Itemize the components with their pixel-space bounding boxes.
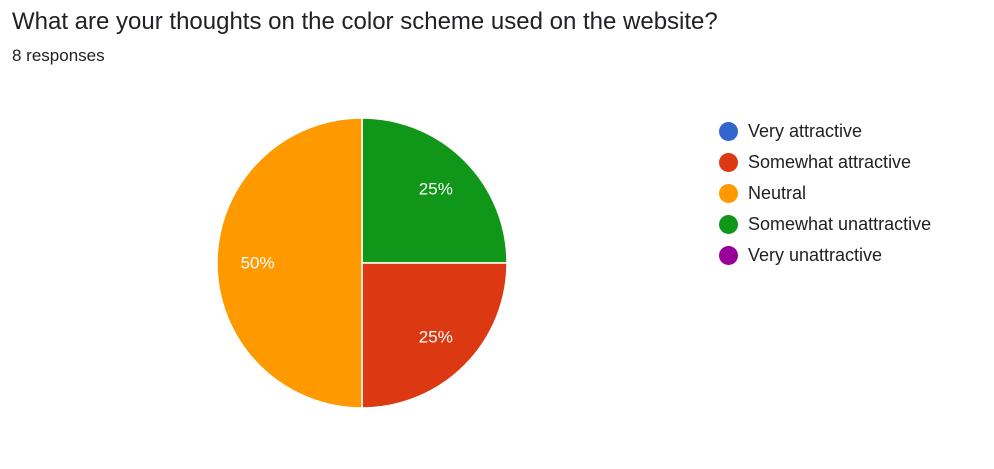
pie-slice-neutral[interactable] xyxy=(216,117,363,409)
legend-item-very-attractive[interactable]: Very attractive xyxy=(719,116,931,147)
legend-label: Very unattractive xyxy=(748,245,883,265)
pie-labels: 25% 25% 50% xyxy=(241,180,453,347)
legend-item-neutral[interactable]: Neutral xyxy=(719,178,931,209)
legend-swatch xyxy=(719,184,738,203)
legend-label: Very attractive xyxy=(748,121,863,141)
legend-label: Somewhat unattractive xyxy=(748,214,932,234)
legend-swatch xyxy=(719,215,738,234)
legend-label: Neutral xyxy=(748,183,807,203)
question-title: What are your thoughts on the color sche… xyxy=(12,8,718,35)
pie-slice-somewhat-unattractive[interactable] xyxy=(361,117,508,264)
legend-item-somewhat-attractive[interactable]: Somewhat attractive xyxy=(719,147,931,178)
slice-label-somewhat-attractive: 25% xyxy=(419,327,453,346)
chart-legend: Very attractive Somewhat attractive Neutra… xyxy=(719,116,931,271)
legend-label: Somewhat attractive xyxy=(748,152,912,172)
pie-slices xyxy=(216,117,508,409)
response-count: 8 responses xyxy=(12,46,105,65)
slice-label-neutral: 50% xyxy=(241,254,275,273)
legend-item-somewhat-unattractive[interactable]: Somewhat unattractive xyxy=(719,209,931,240)
slice-label-somewhat-unattractive: 25% xyxy=(419,180,453,199)
legend-swatch xyxy=(719,153,738,172)
legend-swatch xyxy=(719,246,738,265)
legend-swatch xyxy=(719,122,738,141)
pie-slice-somewhat-attractive[interactable] xyxy=(361,262,508,409)
legend-item-very-unattractive[interactable]: Very unattractive xyxy=(719,240,931,271)
